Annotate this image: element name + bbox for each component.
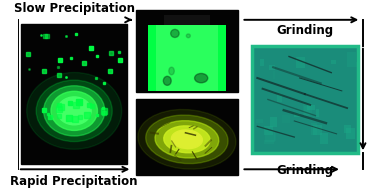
Bar [320, 133, 328, 144]
Bar [344, 125, 351, 133]
Ellipse shape [51, 91, 97, 130]
Ellipse shape [164, 126, 210, 153]
Ellipse shape [36, 80, 112, 142]
Ellipse shape [27, 72, 122, 149]
Bar [264, 126, 273, 135]
Bar [164, 15, 210, 25]
Text: Rapid Precipitation: Rapid Precipitation [10, 175, 138, 188]
Bar [136, 10, 238, 92]
Ellipse shape [186, 34, 190, 38]
Ellipse shape [138, 109, 236, 169]
Ellipse shape [44, 86, 105, 136]
Ellipse shape [169, 67, 174, 75]
Bar [296, 57, 305, 68]
Bar [304, 105, 310, 116]
Bar [21, 24, 127, 164]
Ellipse shape [57, 97, 91, 125]
Bar [269, 65, 275, 70]
Ellipse shape [195, 74, 208, 83]
Bar [256, 119, 263, 123]
Ellipse shape [163, 76, 171, 85]
Bar [273, 71, 275, 79]
Bar [252, 46, 358, 153]
Text: Grinding: Grinding [276, 24, 333, 37]
Ellipse shape [155, 121, 219, 158]
Bar [316, 109, 319, 117]
Ellipse shape [171, 29, 179, 37]
Bar [136, 99, 238, 175]
Bar [346, 128, 354, 139]
Bar [265, 130, 275, 142]
Bar [294, 113, 300, 117]
Bar [148, 25, 226, 91]
Bar [282, 115, 290, 123]
Bar [311, 123, 317, 135]
Bar [274, 133, 276, 141]
Bar [260, 59, 264, 66]
Bar [270, 117, 277, 127]
Bar [264, 140, 274, 144]
Ellipse shape [146, 115, 228, 164]
Bar [331, 60, 336, 64]
Bar [347, 62, 357, 67]
Bar [347, 52, 356, 62]
Bar [307, 105, 315, 110]
Text: Slow Precipitation: Slow Precipitation [14, 2, 135, 15]
Bar [313, 125, 322, 135]
Bar [156, 25, 218, 91]
Bar [303, 103, 312, 115]
Bar [252, 46, 358, 153]
Ellipse shape [171, 130, 202, 149]
Text: Grinding: Grinding [276, 164, 333, 177]
Bar [277, 94, 282, 102]
